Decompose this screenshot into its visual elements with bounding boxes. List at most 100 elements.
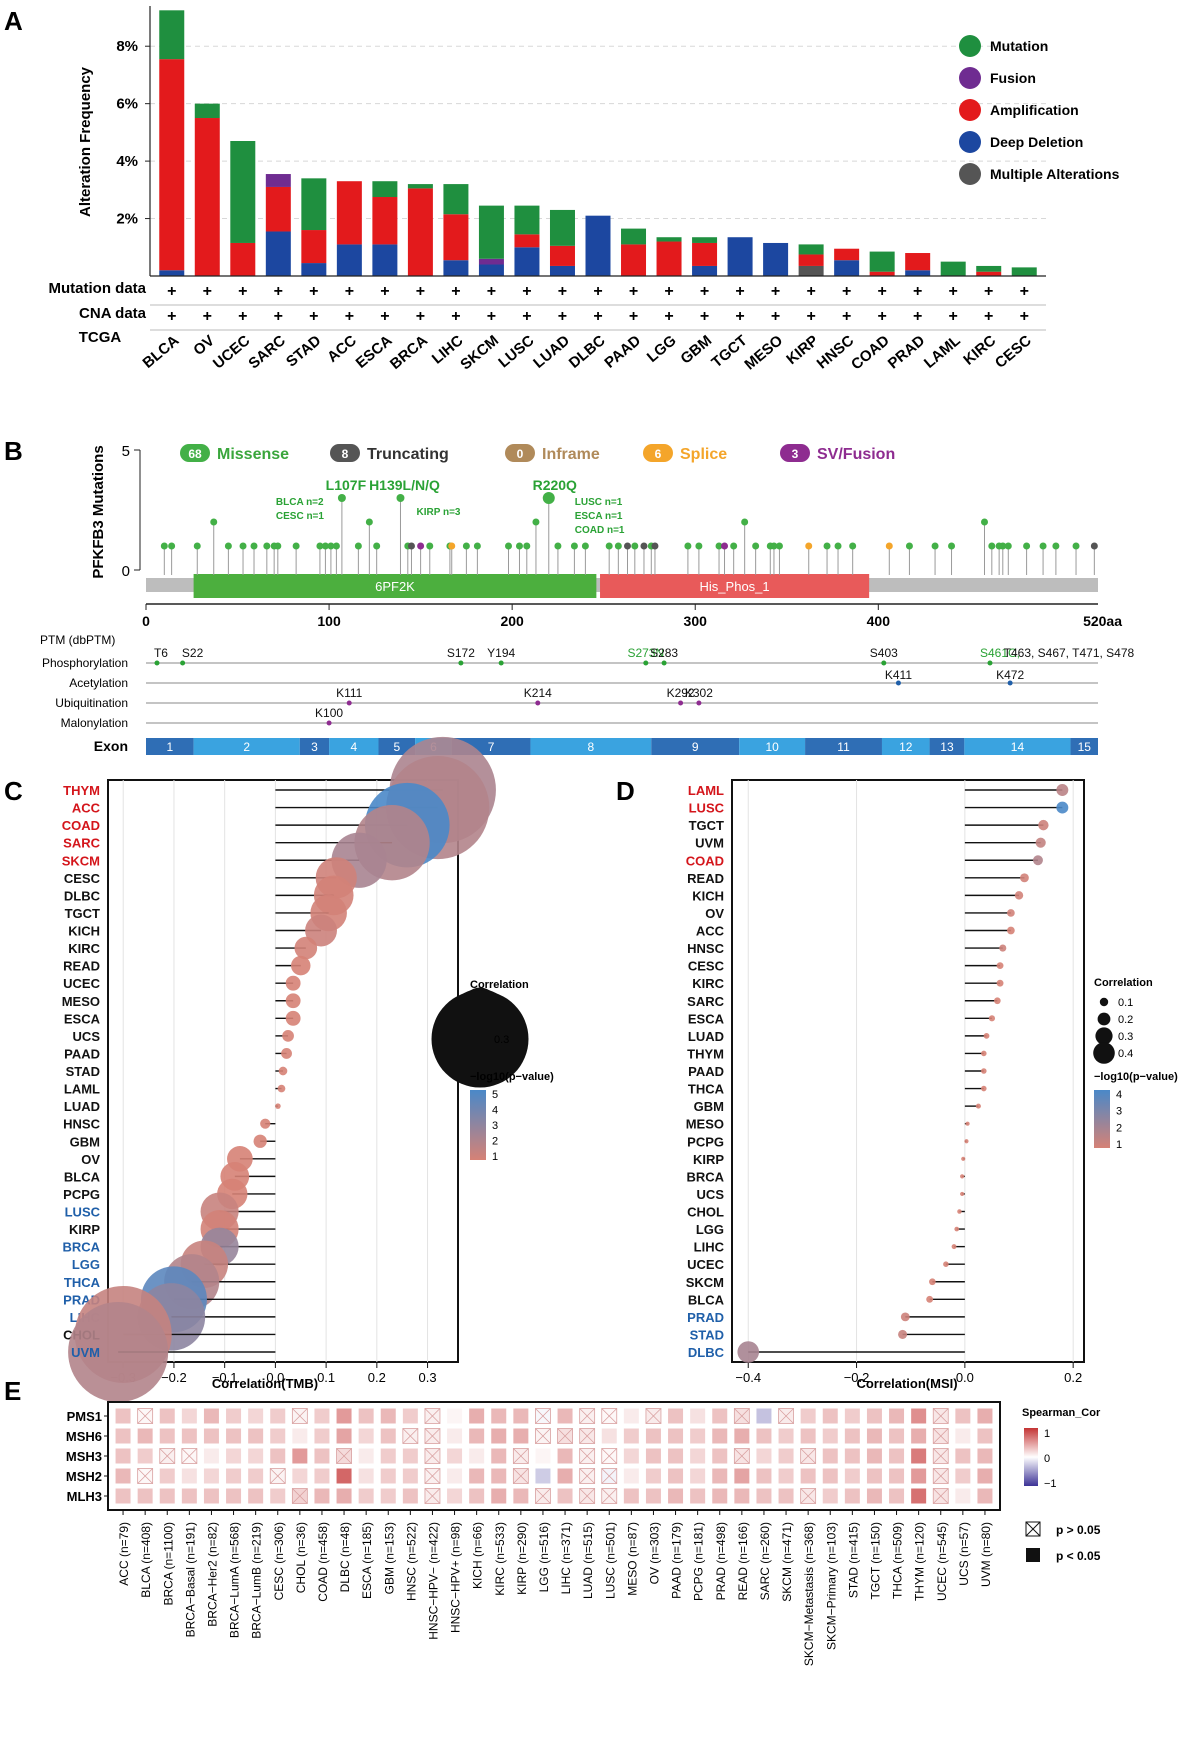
heatmap-cell — [513, 1408, 529, 1424]
cna-data-mark: + — [380, 308, 389, 325]
heatmap-col-label: BLCA (n=408) — [139, 1522, 153, 1598]
row-label: HNSC — [63, 1117, 100, 1132]
legend-count: 0 — [517, 447, 524, 461]
plot-frame — [731, 779, 1085, 1363]
bar-segment-mutation — [301, 178, 327, 231]
mutation-data-mark: + — [238, 283, 247, 300]
lollipop-point — [983, 1032, 990, 1039]
bar-segment-amplification — [265, 186, 291, 232]
row-label: OV — [705, 906, 724, 921]
heatmap-cell — [137, 1448, 153, 1464]
lollipop-point — [996, 979, 1004, 987]
nonsig-cross — [579, 1468, 595, 1484]
mutation-data-mark: + — [593, 283, 602, 300]
heatmap-cell — [314, 1408, 330, 1424]
heatmap-cell — [756, 1448, 772, 1464]
heatmap-cell — [203, 1428, 219, 1444]
lollipop-point — [981, 1085, 987, 1092]
category-label: BRCA — [387, 332, 431, 373]
ptm-site-label: K472 — [996, 668, 1024, 682]
mutation-data-mark: + — [735, 283, 744, 300]
heatmap-cell — [358, 1448, 374, 1464]
mutation-point — [515, 542, 523, 550]
nonsig-cross — [557, 1428, 573, 1444]
cna-data-mark: + — [629, 308, 638, 325]
cna-data-mark: + — [203, 308, 212, 325]
bar-segment-deep-deletion — [905, 270, 931, 276]
mutation-point — [321, 542, 329, 550]
legend-pill-splice — [643, 444, 673, 462]
heatmap-cell — [977, 1448, 993, 1464]
heatmap-cell — [690, 1448, 706, 1464]
lollipop-point — [1038, 819, 1049, 831]
row-label: ESCA — [688, 1011, 725, 1026]
sig-legend-label: p > 0.05 — [1056, 1523, 1101, 1537]
row-label: COAD — [62, 818, 100, 833]
category-label: COAD — [848, 332, 893, 374]
heatmap-cell — [712, 1428, 728, 1444]
heatmap-col-label: SKCM (n=471) — [780, 1522, 794, 1602]
heatmap-cell — [623, 1468, 639, 1484]
heatmap-col-label: LUAD (n=515) — [581, 1522, 595, 1599]
row-label: THCA — [688, 1082, 725, 1097]
heatmap-row-label: PMS1 — [67, 1409, 102, 1424]
legend-color-tick: 1 — [1116, 1139, 1122, 1151]
heatmap-cell — [402, 1448, 418, 1464]
ptm-site-label: K292 — [667, 686, 695, 700]
row-label-cna-data: CNA data — [79, 305, 147, 322]
row-label: ACC — [72, 801, 101, 816]
heatmap-col-label: THYM (n=120) — [913, 1522, 927, 1601]
heatmap-cell — [668, 1408, 684, 1424]
mutation-point — [292, 542, 300, 550]
hotspot-label: L107F — [326, 477, 367, 493]
mutation-point — [834, 542, 842, 550]
heatmap-cell — [668, 1448, 684, 1464]
bar-segment-mutation — [372, 181, 398, 198]
row-label-tcga: TCGA — [79, 329, 122, 346]
heatmap-cell — [447, 1448, 463, 1464]
heatmap-cell — [800, 1428, 816, 1444]
row-label: MESO — [686, 1117, 724, 1132]
row-label: LUAD — [688, 1029, 724, 1044]
panel-c-xlabel: Correlation(TMB) — [212, 1376, 318, 1391]
bar-segment-amplification — [798, 254, 824, 266]
ptm-site-point — [180, 660, 186, 666]
exon-block — [530, 738, 652, 755]
mutation-data-mark: + — [842, 283, 851, 300]
lollipop-point — [929, 1278, 936, 1286]
mutation-point — [684, 542, 692, 550]
category-label: HNSC — [814, 332, 858, 372]
row-label: UVM — [695, 836, 724, 851]
bar-segment-mutation — [976, 265, 1002, 272]
mutation-point — [631, 542, 639, 550]
x-tick-label: 0.1 — [317, 1370, 335, 1385]
legend-pill-missense — [180, 444, 210, 462]
legend-size-label: 0.3 — [494, 1034, 509, 1046]
bar-segment-deep-deletion — [585, 215, 611, 276]
mutation-point — [948, 542, 956, 550]
heatmap-col-label: SARC (n=260) — [758, 1522, 772, 1600]
y-tick-label: 2% — [116, 211, 138, 228]
mutation-point — [988, 542, 996, 550]
nonsig-cross — [932, 1488, 949, 1504]
hotspot-note: LUSC n=1 — [575, 497, 623, 508]
x-tick-label: −0.2 — [161, 1370, 187, 1385]
heatmap-cell — [248, 1448, 264, 1464]
mutation-point — [373, 542, 381, 550]
heatmap-cell — [380, 1428, 396, 1444]
row-label: HNSC — [687, 941, 724, 956]
lollipop-point — [1056, 801, 1069, 814]
heatmap-col-label: BRCA−LumB (n=219) — [250, 1522, 264, 1639]
category-label: LUSC — [495, 332, 537, 371]
category-label: ESCA — [353, 332, 396, 372]
heatmap-cell — [889, 1428, 905, 1444]
heatmap-cell — [955, 1468, 971, 1484]
heatmap-cell — [756, 1428, 772, 1444]
row-label: PCPG — [63, 1187, 100, 1202]
heatmap-cell — [712, 1408, 728, 1424]
mutation-data-mark: + — [558, 283, 567, 300]
legend-size-label: 0.3 — [1118, 1031, 1133, 1043]
mutation-point — [224, 542, 232, 550]
heatmap-cell — [668, 1428, 684, 1444]
heatmap-cell — [402, 1488, 418, 1504]
